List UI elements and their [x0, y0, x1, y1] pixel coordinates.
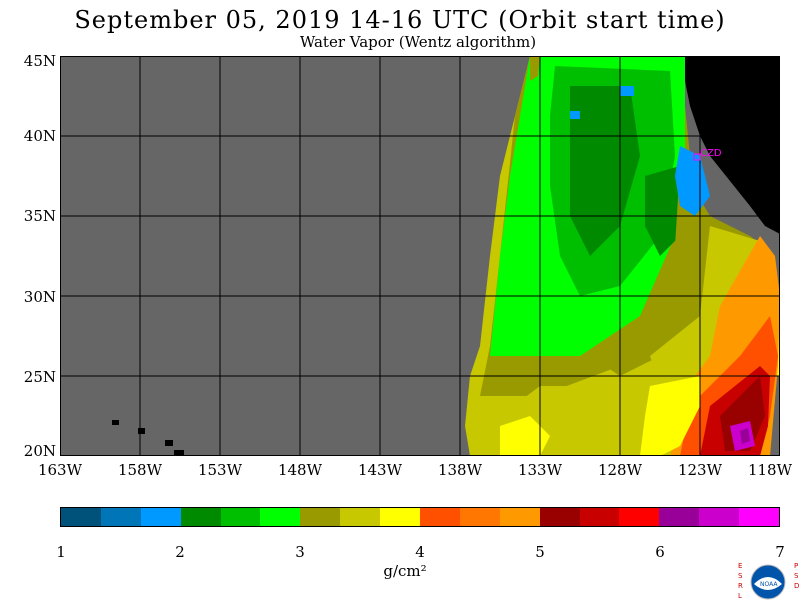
colorbar-tick-4: 4: [415, 543, 425, 561]
svg-text:S: S: [794, 572, 799, 580]
colorbar-segment: [220, 508, 261, 526]
island-hawaii: [174, 450, 184, 456]
colorbar-tick-7: 7: [775, 543, 785, 561]
colorbar-tick-3: 3: [295, 543, 305, 561]
swath-bottom-bright: [500, 416, 550, 456]
colorbar-tick-1: 1: [56, 543, 66, 561]
svg-text:D: D: [794, 582, 799, 590]
svg-text:E: E: [738, 562, 742, 570]
lat-label-35: 35N: [23, 207, 56, 225]
colorbar-segment: [579, 508, 620, 526]
colorbar: [60, 507, 780, 527]
station-marker: [693, 153, 701, 161]
svg-text:P: P: [794, 562, 798, 570]
island-maui: [165, 440, 173, 446]
colorbar-segment: [659, 508, 700, 526]
lon-label-153w: 153W: [197, 461, 243, 479]
svg-text:R: R: [738, 582, 743, 590]
island-oahu: [138, 428, 145, 434]
lat-label-25: 25N: [23, 368, 56, 386]
colorbar-unit: g/cm²: [383, 562, 427, 580]
swath-olive-patch: [530, 56, 540, 81]
lon-label-148w: 148W: [277, 461, 323, 479]
colorbar-segment: [300, 508, 341, 526]
lon-label-123w: 123W: [677, 461, 723, 479]
swath-bottom-bright-2: [640, 376, 700, 456]
lon-label-158w: 158W: [117, 461, 163, 479]
lat-label-45: 45N: [23, 52, 56, 70]
colorbar-segment: [499, 508, 540, 526]
lat-label-20: 20N: [23, 442, 56, 460]
colorbar-segment: [739, 508, 780, 526]
grid-lines: [60, 56, 780, 456]
water-vapor-map: CZD: [60, 56, 780, 456]
page-title: September 05, 2019 14-16 UTC (Orbit star…: [74, 6, 726, 34]
swath-purple: [740, 428, 750, 444]
colorbar-tick-2: 2: [175, 543, 185, 561]
lon-label-128w: 128W: [597, 461, 643, 479]
colorbar-segment: [100, 508, 141, 526]
lon-label-138w: 138W: [437, 461, 483, 479]
colorbar-tick-6: 6: [655, 543, 665, 561]
lon-label-133w: 133W: [517, 461, 563, 479]
page-subtitle: Water Vapor (Wentz algorithm): [299, 33, 537, 51]
island-kauai: [112, 420, 119, 425]
colorbar-segment: [699, 508, 740, 526]
colorbar-segment: [420, 508, 460, 526]
svg-text:S: S: [738, 572, 743, 580]
lon-label-143w: 143W: [357, 461, 403, 479]
colorbar-segment: [380, 508, 421, 526]
colorbar-segment: [459, 508, 500, 526]
lat-label-30: 30N: [23, 288, 56, 306]
swath-blue-3: [570, 111, 580, 119]
swath-blue: [675, 146, 710, 216]
land-north-america: [685, 56, 780, 234]
colorbar-tick-5: 5: [535, 543, 545, 561]
lon-label-118w: 118W: [747, 461, 793, 479]
lon-label-163w: 163W: [37, 461, 83, 479]
svg-text:NOAA: NOAA: [760, 581, 778, 588]
lat-label-40: 40N: [23, 127, 56, 145]
colorbar-segment: [340, 508, 381, 526]
station-label: CZD: [700, 148, 722, 159]
map-border: [60, 56, 780, 456]
colorbar-segment: [61, 508, 101, 526]
swath-blue-2: [620, 86, 634, 96]
colorbar-segment: [260, 508, 301, 526]
swath-darker-green: [570, 86, 640, 256]
svg-text:L: L: [738, 592, 742, 600]
noaa-logo: E S R L NOAA P S D: [738, 562, 799, 600]
colorbar-segment: [180, 508, 221, 526]
colorbar-segment: [539, 508, 580, 526]
colorbar-segment: [619, 508, 660, 526]
colorbar-segment: [140, 508, 181, 526]
